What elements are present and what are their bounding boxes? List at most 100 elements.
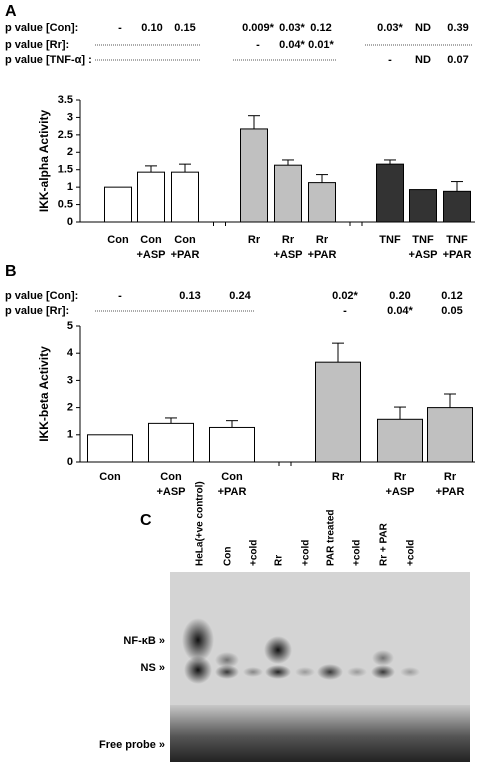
- lane-label: Rr + PAR: [379, 522, 390, 566]
- band: [371, 665, 395, 679]
- y-axis-label: IKK-alpha Activity: [37, 110, 51, 213]
- p-value: 0.10: [141, 22, 162, 34]
- band: [264, 636, 292, 664]
- x-label-box: TNF +PAR: [442, 234, 472, 261]
- y-tick-label: 2.5: [58, 129, 73, 141]
- p-value-row-label: p value [Rr]:: [5, 305, 69, 317]
- y-tick-label: 0.5: [58, 198, 73, 210]
- p-value: -: [118, 290, 122, 302]
- band: [243, 667, 263, 677]
- x-label-box: Con +PAR: [171, 234, 200, 261]
- x-label-box: TNF +ASP: [408, 234, 438, 261]
- lane-label: +cold: [301, 540, 312, 566]
- x-label-box: Con: [99, 471, 121, 483]
- p-value-row-label: p value [Con]:: [5, 290, 78, 302]
- p-value: 0.03*: [279, 22, 305, 34]
- bar: [376, 163, 404, 223]
- x-tick-label: Con +ASP: [156, 471, 186, 498]
- lane-label: HeLa(+ve control): [195, 481, 206, 566]
- x-tick-label: Rr +ASP: [385, 471, 415, 498]
- x-tick-label: Rr +ASP: [273, 234, 303, 261]
- bar: [308, 182, 336, 223]
- bar: [427, 407, 473, 463]
- bar: [137, 171, 165, 223]
- x-label-box: Con +ASP: [136, 234, 166, 261]
- lane-label: +cold: [406, 540, 417, 566]
- p-value: -: [388, 54, 392, 66]
- band: [215, 665, 239, 679]
- x-tick-label: Con +ASP: [136, 234, 166, 261]
- lane-label: Rr: [274, 555, 285, 566]
- x-label-box: Rr: [247, 234, 261, 246]
- band: [265, 665, 291, 679]
- y-tick-label: 1.5: [58, 164, 73, 176]
- p-value: 0.07: [447, 54, 468, 66]
- p-value: 0.20: [389, 290, 410, 302]
- p-value: ND: [415, 54, 431, 66]
- p-value: 0.39: [447, 22, 468, 34]
- lane-label: +cold: [249, 540, 260, 566]
- p-value: -: [343, 305, 347, 317]
- band: [295, 667, 315, 677]
- y-tick-label: 0: [67, 456, 73, 468]
- x-label-box: Rr +PAR: [308, 234, 337, 261]
- panel-label: B: [5, 263, 17, 280]
- band: [182, 618, 214, 662]
- p-value: 0.01*: [308, 39, 334, 51]
- x-tick-label: Rr +PAR: [435, 471, 465, 498]
- x-label-box: Rr +PAR: [435, 471, 465, 498]
- p-value: 0.03*: [377, 22, 403, 34]
- bar: [409, 189, 437, 223]
- p-value: 0.12: [310, 22, 331, 34]
- panel-label: A: [5, 3, 17, 20]
- bar: [171, 171, 199, 223]
- bar: [274, 164, 302, 223]
- band: [215, 652, 239, 668]
- y-tick-label: 1: [67, 429, 73, 441]
- y-tick-label: 3: [67, 374, 73, 386]
- x-tick-label: Con: [107, 234, 129, 246]
- panel-label: C: [140, 512, 152, 529]
- y-tick-label: 5: [67, 320, 73, 332]
- band: [347, 667, 367, 677]
- p-value: 0.02*: [332, 290, 358, 302]
- bar: [148, 422, 194, 463]
- p-value-row-label: p value [Con]:: [5, 22, 78, 34]
- p-value: 0.13: [179, 290, 200, 302]
- x-tick-label: Con +PAR: [217, 471, 247, 498]
- y-tick-label: 2: [67, 402, 73, 414]
- p-value: ND: [415, 22, 431, 34]
- p-value-row-label: p value [Rr]:: [5, 39, 69, 51]
- y-tick-label: 0: [67, 216, 73, 228]
- x-label-box: Con +ASP: [156, 471, 186, 498]
- y-tick-label: 1: [67, 181, 73, 193]
- x-tick-label: Rr: [331, 471, 345, 483]
- x-tick-label: Rr: [247, 234, 261, 246]
- x-tick-label: TNF +ASP: [408, 234, 438, 261]
- band: [184, 656, 212, 684]
- bar: [443, 190, 471, 223]
- p-value: 0.04*: [279, 39, 305, 51]
- bar: [209, 426, 255, 463]
- free-probe-band: [170, 705, 470, 762]
- bar: [377, 418, 423, 463]
- y-tick-label: 2: [67, 146, 73, 158]
- band: [372, 650, 394, 666]
- x-label-box: Rr +ASP: [273, 234, 303, 261]
- lane-label: PAR treated: [326, 510, 337, 567]
- p-value: 0.04*: [387, 305, 413, 317]
- x-tick-label: TNF +PAR: [442, 234, 472, 261]
- p-value: -: [118, 22, 122, 34]
- gel-marker: Free probe »: [99, 739, 165, 751]
- x-tick-label: Con: [99, 471, 121, 483]
- y-tick-label: 3: [67, 111, 73, 123]
- lane-label: +cold: [352, 540, 363, 566]
- p-value-row-label: p value [TNF-α] :: [5, 54, 92, 66]
- bar: [240, 128, 268, 223]
- p-value: 0.24: [229, 290, 251, 302]
- p-value: -: [256, 39, 260, 51]
- x-label-box: TNF: [379, 234, 400, 246]
- bar: [104, 186, 132, 223]
